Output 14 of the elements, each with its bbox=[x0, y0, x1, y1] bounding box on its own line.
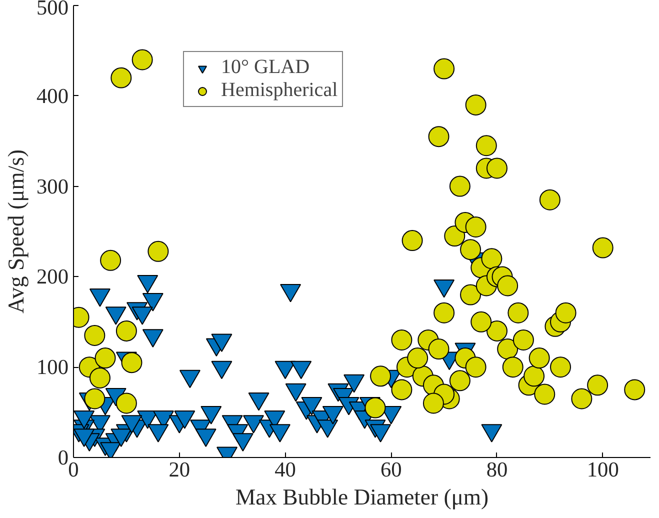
x-tick-label: 80 bbox=[486, 458, 508, 482]
y-tick-label: 500 bbox=[36, 0, 69, 20]
x-tick-label: 40 bbox=[274, 458, 296, 482]
y-tick-label: 300 bbox=[36, 174, 69, 198]
y-tick-label: 200 bbox=[36, 264, 69, 289]
y-tick-label: 400 bbox=[36, 84, 69, 108]
x-tick-label: 60 bbox=[380, 458, 402, 482]
x-axis-title: Max Bubble Diameter (μm) bbox=[235, 484, 489, 510]
y-axis-title: Avg Speed (μm/s) bbox=[4, 149, 29, 314]
legend-label: 10° GLAD bbox=[221, 56, 310, 79]
y-tick-label: 100 bbox=[36, 355, 69, 380]
x-tick-label: 100 bbox=[586, 458, 619, 482]
x-tick-label: 20 bbox=[168, 458, 190, 482]
legend-label: Hemispherical bbox=[221, 79, 338, 102]
